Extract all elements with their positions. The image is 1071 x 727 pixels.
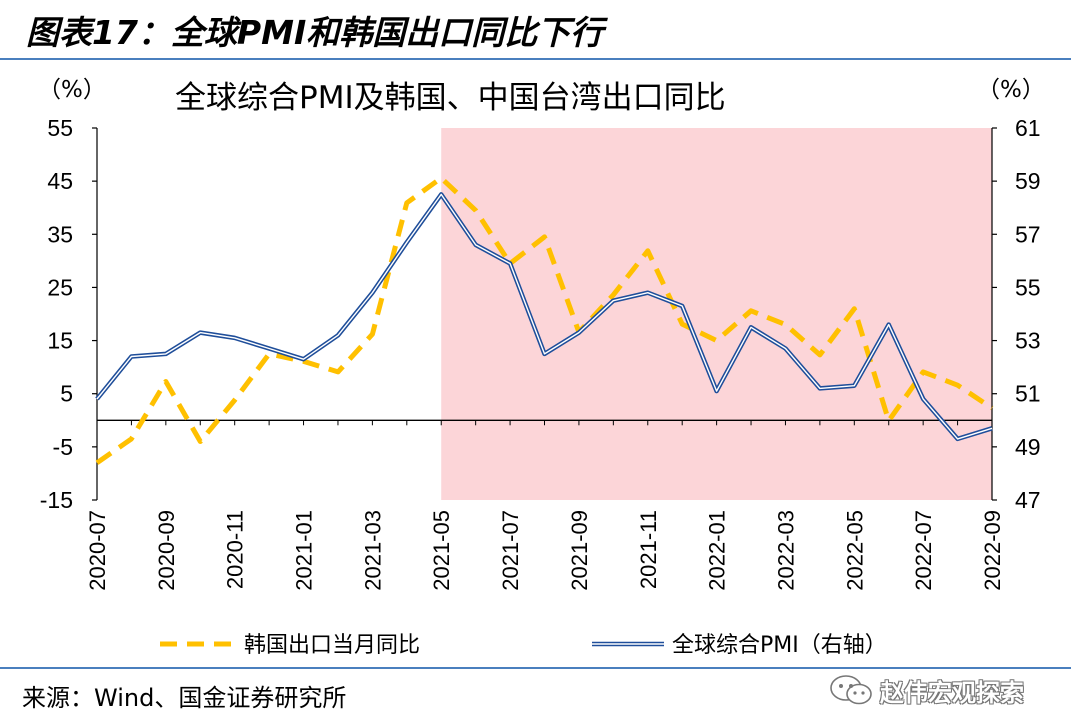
x-tick-label: 2022-01 <box>705 510 730 591</box>
right-tick-label: 55 <box>1015 274 1041 300</box>
legend: 韩国出口当月同比 全球综合PMI（右轴） <box>160 633 887 658</box>
left-tick-label: 25 <box>47 274 73 300</box>
left-tick-label: 35 <box>47 221 73 247</box>
right-tick-label: 51 <box>1015 381 1041 407</box>
line-chart: 55 45 35 25 15 5 -5 -15 61 59 57 55 53 51 49 47 2020-07 2… <box>40 115 1041 658</box>
series-line-korea-exports <box>95 175 994 465</box>
left-tick-label: 5 <box>60 381 73 407</box>
x-tick-label: 2021-05 <box>429 510 454 591</box>
shaded-region <box>441 128 992 500</box>
shaded-region-layer <box>441 128 992 500</box>
x-tick-label: 2021-03 <box>360 510 385 591</box>
source-note: 来源：Wind、国金证券研究所 <box>22 684 347 712</box>
x-tick-label: 2021-07 <box>498 510 523 591</box>
axes-layer: 55 45 35 25 15 5 -5 -15 61 59 57 55 53 51 49 47 2020-07 2… <box>40 115 1041 591</box>
x-tick-label: 2022-09 <box>980 510 1005 591</box>
x-tick-label: 2021-01 <box>292 510 317 591</box>
chart-title: 全球综合PMI及韩国、中国台湾出口同比 <box>175 80 726 116</box>
figure-title: 图表17：全球PMI和韩国出口同比下行 <box>26 13 604 52</box>
x-tick-label: 2020-07 <box>85 510 110 591</box>
left-tick-label: -15 <box>40 487 73 513</box>
right-tick-label: 61 <box>1015 115 1041 141</box>
right-tick-label: 47 <box>1015 487 1041 513</box>
right-tick-label: 53 <box>1015 328 1041 354</box>
legend-label: 韩国出口当月同比 <box>244 633 420 658</box>
x-tick-label: 2022-03 <box>773 510 798 591</box>
series-line-global-pmi-inner <box>96 193 993 440</box>
right-axis-unit: （%） <box>977 77 1045 103</box>
watermark: 赵伟宏观探索 <box>826 672 1056 707</box>
left-tick-label: 55 <box>47 115 73 141</box>
x-tick-label: 2020-09 <box>154 510 179 591</box>
watermark-text: 赵伟宏观探索 <box>880 679 1024 707</box>
x-tick-label: 2020-11 <box>223 510 248 589</box>
x-tick-label: 2022-07 <box>911 510 936 591</box>
right-tick-label: 57 <box>1015 221 1041 247</box>
header-rule <box>0 58 1071 60</box>
figure-header: 图表17：全球PMI和韩国出口同比下行 <box>0 0 1071 58</box>
legend-label: 全球综合PMI（右轴） <box>672 633 887 658</box>
left-tick-label: 45 <box>47 168 73 194</box>
footer-rule <box>0 667 1071 669</box>
left-tick-label: 15 <box>47 328 73 354</box>
series-layer <box>95 175 994 465</box>
left-axis-unit: （%） <box>38 77 106 103</box>
wechat-icon <box>830 675 872 705</box>
x-tick-label: 2022-05 <box>842 510 867 591</box>
x-tick-label: 2021-11 <box>636 510 661 589</box>
right-tick-label: 49 <box>1015 434 1041 460</box>
left-tick-label: -5 <box>53 434 73 460</box>
right-tick-label: 59 <box>1015 168 1041 194</box>
x-tick-label: 2021-09 <box>567 510 592 591</box>
